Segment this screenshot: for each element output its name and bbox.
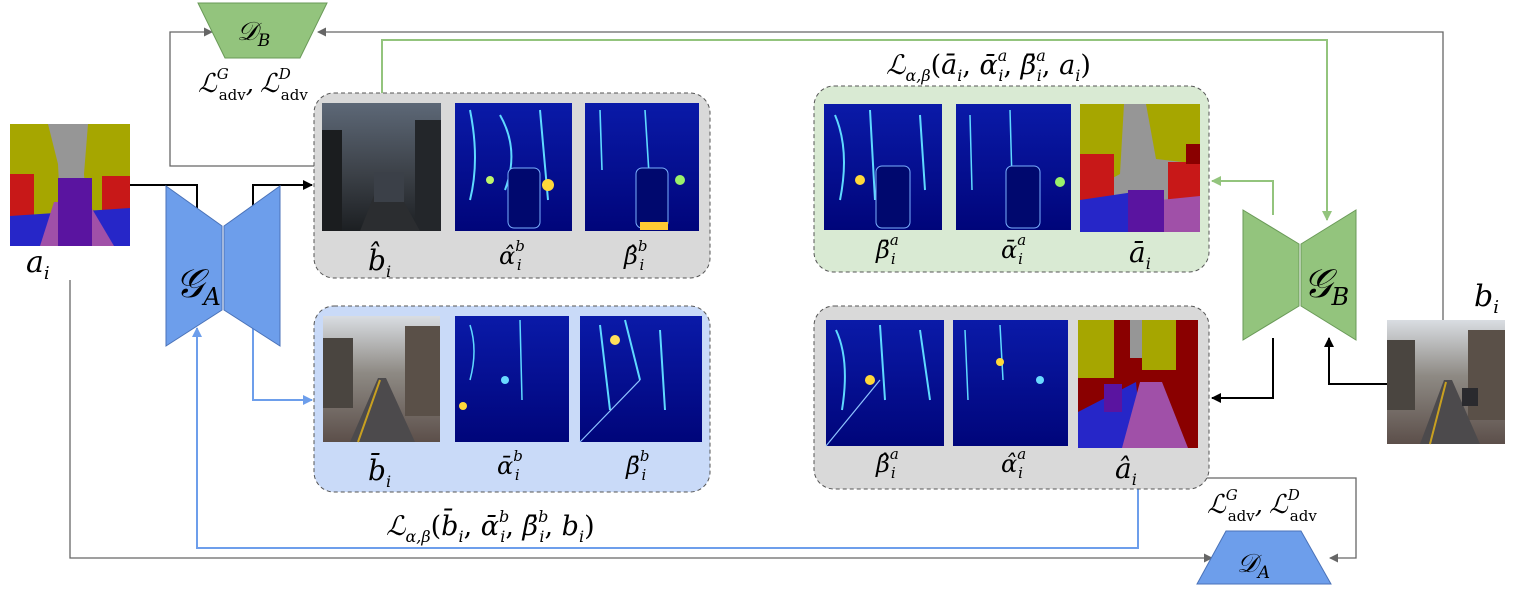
alpha-bar-a-heatmap (956, 104, 1071, 230)
edge-b-to-db (317, 27, 1444, 328)
discriminator-a (1196, 530, 1332, 585)
generator-a-left (165, 185, 223, 347)
adv-loss-top: ℒG adv, ℒD adv (198, 65, 308, 104)
input-b-label: bi (1474, 279, 1499, 318)
beta-hat-b-heatmap (585, 103, 699, 231)
edge-ga-to-bbar (252, 310, 313, 405)
generator-b-left (1242, 209, 1300, 341)
abar-segmentation (1080, 104, 1200, 232)
edge-a-to-da (69, 280, 1213, 563)
generator-b-right (1300, 209, 1357, 341)
ahat-segmentation (1078, 320, 1198, 448)
cycle-loss-top: ℒα,β(āi, ᾱa i, β̄a i, ai) (886, 46, 1091, 85)
label-alpha-hat-a: α̂a i (1001, 445, 1026, 482)
bhat-image (322, 103, 441, 231)
ga-label: 𝒢A (175, 261, 221, 311)
beta-bar-a-heatmap (824, 104, 942, 230)
edge-b-to-gb (1324, 337, 1388, 385)
beta-hat-a-heatmap (825, 320, 944, 447)
alpha-hat-a-heatmap (953, 320, 1068, 446)
segmentation-a-image (10, 124, 130, 246)
discriminator-b (197, 2, 328, 59)
input-a-label: ai (26, 245, 50, 284)
alpha-bar-b-heatmap (455, 316, 569, 442)
label-alpha-bar-a: ᾱa i (1001, 231, 1026, 268)
label-abar: āi (1129, 236, 1151, 273)
generator-a-right (223, 185, 281, 347)
street-b-image (1387, 320, 1505, 445)
cycle-loss-bottom: ℒα,β(b̄i, ᾱb i, β̄b i, bi) (386, 507, 595, 546)
edge-gb-to-abar (1211, 176, 1274, 215)
bbar-image (323, 316, 440, 443)
adv-loss-bottom: ℒG adv, ℒD adv (1207, 486, 1317, 525)
label-alpha-hat-b: α̂b i (499, 237, 525, 274)
beta-bar-b-heatmap (579, 316, 702, 443)
label-bbar: b̄i (368, 452, 391, 491)
edge-ahat-to-da (1138, 477, 1357, 563)
label-beta-bar-b: β̄b i (625, 447, 649, 484)
label-beta-bar-a: β̄a i (875, 231, 899, 268)
label-alpha-bar-b: ᾱb i (497, 447, 523, 484)
da-label: 𝒟A (1237, 549, 1270, 583)
edge-ahat-to-ga (192, 327, 1139, 549)
label-ahat: âi (1115, 452, 1137, 489)
alpha-hat-b-heatmap (455, 103, 572, 231)
edge-bhat-to-gb (381, 39, 1332, 221)
edge-gb-to-ahat (1211, 338, 1274, 403)
label-beta-hat-a: β̂a i (875, 445, 899, 482)
label-bhat: b̂i (368, 242, 391, 281)
edge-bhat-to-db (169, 27, 318, 167)
label-beta-hat-b: β̂b i (623, 237, 647, 274)
